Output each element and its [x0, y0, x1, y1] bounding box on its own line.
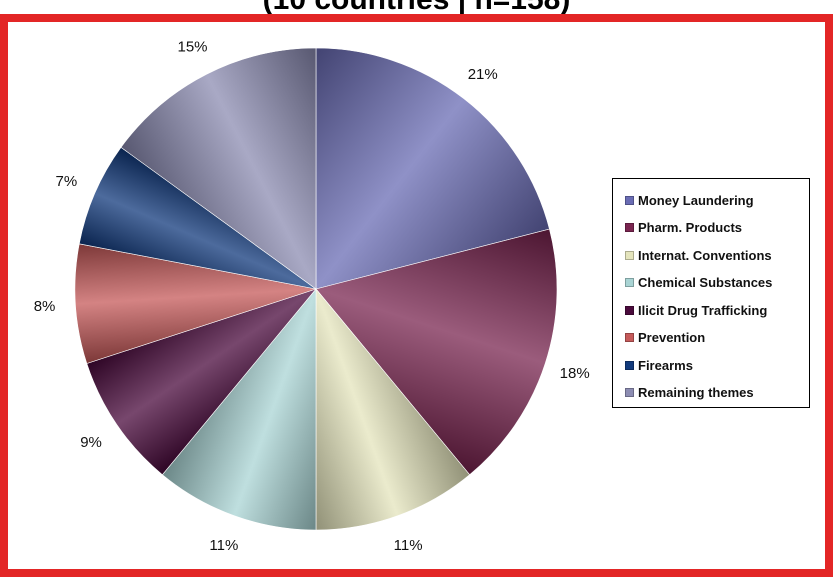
legend-swatch	[625, 250, 634, 260]
legend-item-internat-conventions: Internat. Conventions	[625, 246, 772, 264]
data-label-money-laundering: 21%	[468, 66, 498, 83]
pie-slice-prevention	[74, 243, 317, 364]
pie-slice-ilicit-drug-trafficking	[86, 288, 317, 476]
legend-label: Firearms	[638, 357, 693, 373]
legend-swatch	[625, 223, 634, 232]
data-label-prevention: 8%	[34, 298, 56, 315]
legend-label: Remaining themes	[638, 385, 754, 400]
pie-slice-firearms	[78, 146, 317, 290]
legend-item-chemical-substances: Chemical Substances	[625, 274, 772, 292]
pie-slice-money-laundering	[315, 47, 550, 290]
pie-slice-pharm-products	[315, 228, 558, 476]
legend-item-ilicit-drug-trafficking: Ilicit Drug Trafficking	[625, 301, 767, 319]
data-label-pharm-products: 18%	[560, 365, 590, 382]
legend-swatch	[625, 388, 634, 397]
pie-slice-internat-conventions	[315, 288, 471, 531]
legend-label: Internat. Conventions	[638, 247, 772, 263]
legend-item-money-laundering: Money Laundering	[625, 191, 754, 209]
legend-label: Chemical Substances	[638, 275, 773, 290]
pie-slices	[74, 47, 558, 531]
data-label-firearms: 7%	[56, 173, 78, 190]
legend: Money Laundering Pharm. Products Internat.…	[612, 178, 810, 408]
legend-swatch	[625, 305, 634, 315]
data-label-remaining-themes: 15%	[177, 39, 207, 56]
data-label-chemical-substances: 11%	[209, 537, 238, 554]
legend-item-pharm-products: Pharm. Products	[625, 219, 742, 237]
legend-item-remaining-themes: Remaining themes	[625, 384, 754, 402]
legend-label: Money Laundering	[638, 192, 754, 208]
pie-slice-chemical-substances	[161, 288, 317, 531]
legend-item-prevention: Prevention	[625, 329, 705, 347]
legend-label: Pharm. Products	[638, 220, 743, 235]
pie-slice-remaining-themes	[120, 47, 317, 290]
data-label-ilicit-drug-trafficking: 9%	[80, 434, 102, 451]
pie-labels: 21% 18% 11% 11% 9% 8% 7% 15%	[34, 39, 590, 554]
chart-title: (10 countries | n=158)	[0, 0, 833, 17]
legend-swatch	[625, 333, 634, 342]
legend-label: Ilicit Drug Trafficking	[638, 302, 768, 318]
data-label-internat-conventions: 11%	[394, 537, 423, 554]
legend-label: Prevention	[638, 330, 706, 345]
legend-swatch	[625, 195, 634, 205]
legend-item-firearms: Firearms	[625, 356, 693, 374]
legend-swatch	[625, 278, 634, 287]
legend-swatch	[625, 360, 634, 370]
